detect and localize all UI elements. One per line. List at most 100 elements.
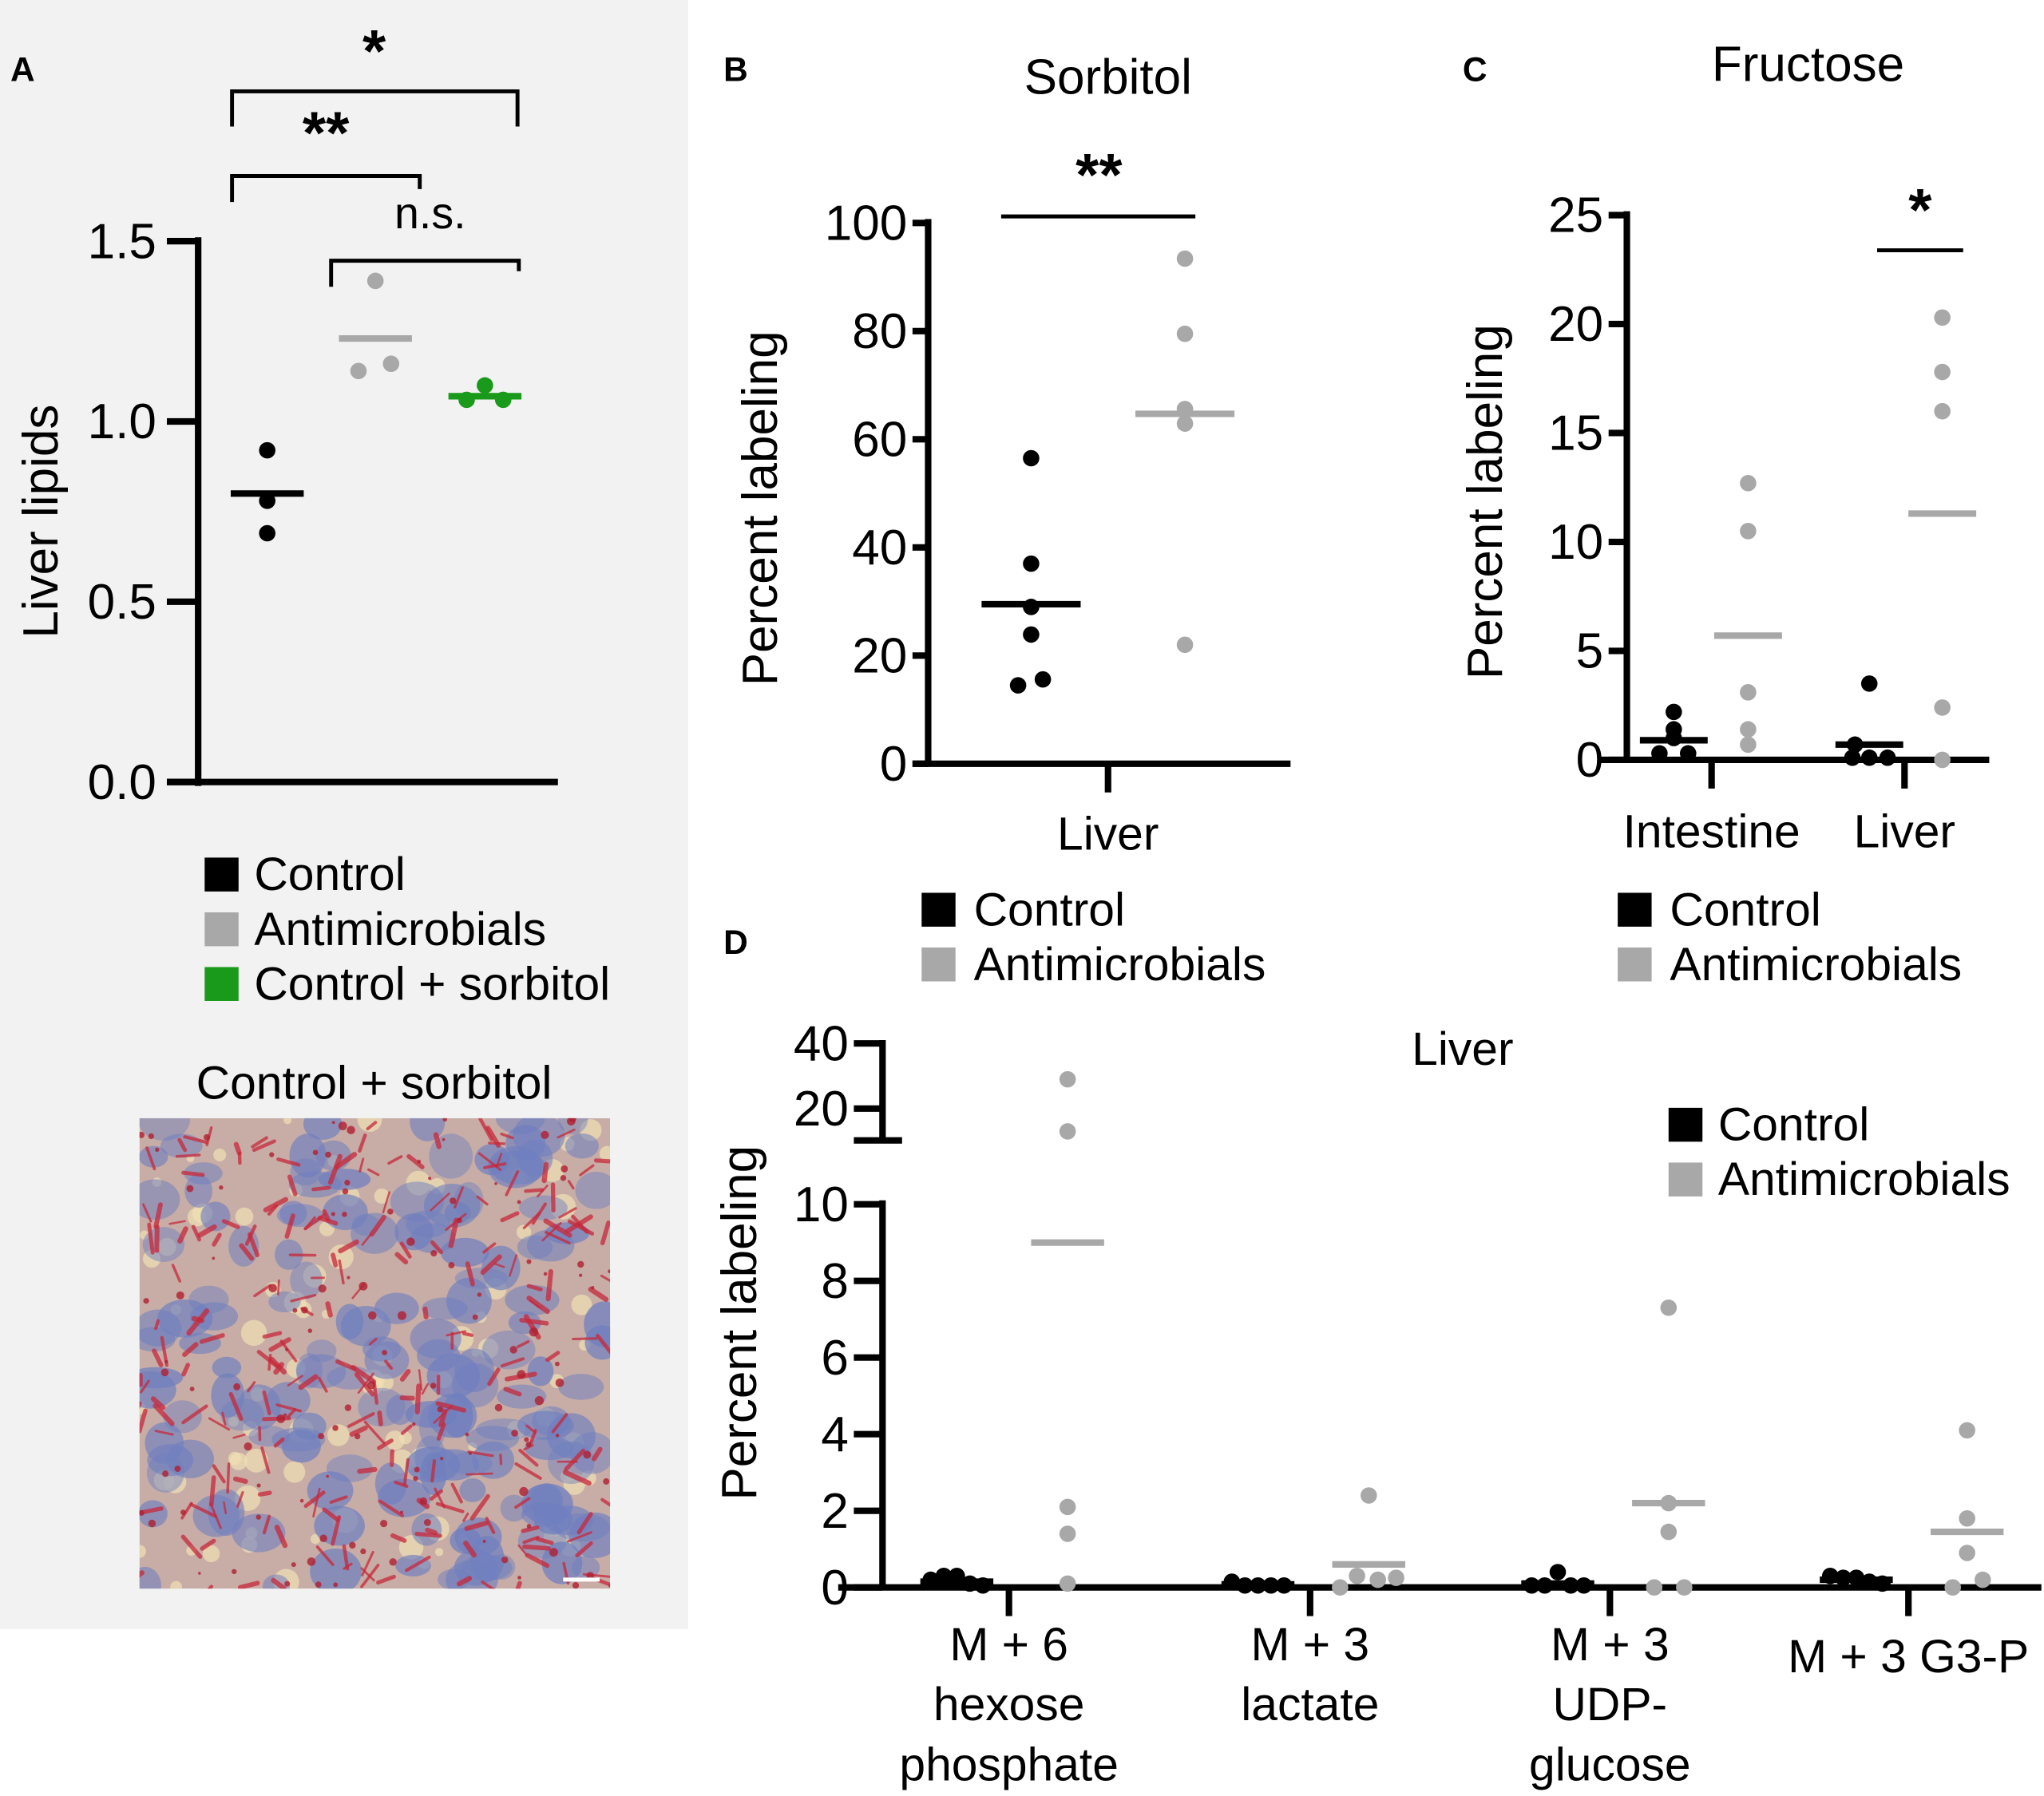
data-point-1 — [1660, 1299, 1678, 1316]
panel-label-a: A — [10, 50, 35, 88]
data-point-1 — [1059, 1498, 1076, 1516]
y-tick-label: 0.5 — [88, 575, 156, 630]
legend-label: Antimicrobials — [1718, 1153, 2010, 1205]
data-point-1 — [1934, 309, 1951, 326]
data-point-1 — [1740, 474, 1757, 492]
legend-swatch — [1618, 892, 1652, 927]
data-point-0 — [1009, 677, 1027, 694]
data-point-1 — [1176, 250, 1194, 267]
legend-swatch — [1668, 1107, 1703, 1142]
data-point-1 — [1059, 1123, 1076, 1140]
y-tick-label: 60 — [852, 413, 907, 468]
data-point-1 — [1944, 1579, 1961, 1596]
data-point-1 — [1959, 1509, 1975, 1527]
data-point-1 — [1676, 1579, 1693, 1596]
y-tick-label: 0 — [880, 737, 908, 792]
y-tick-label: 20 — [794, 1082, 849, 1137]
data-point-1 — [1934, 363, 1951, 381]
data-point-0 — [259, 441, 275, 459]
data-point-1 — [1349, 1567, 1365, 1584]
y-tick-label: 25 — [1548, 188, 1603, 243]
data-point-0 — [1023, 449, 1040, 467]
data-point-1 — [366, 272, 384, 290]
significance-label: * — [1908, 176, 1932, 243]
x-tick-label: Intestine — [1623, 805, 1800, 857]
significance-label: n.s. — [394, 188, 465, 238]
x-tick-label: glucose — [1529, 1739, 1691, 1790]
y-tick-label: 10 — [1548, 515, 1603, 570]
x-tick-label: UDP- — [1552, 1679, 1667, 1731]
data-point-1 — [1332, 1579, 1349, 1596]
data-point-1 — [1740, 523, 1757, 540]
y-axis-label: Percent labeling — [712, 1145, 767, 1501]
bracket-control-antimicrobials — [230, 174, 422, 203]
y-tick-label: 5 — [1576, 624, 1604, 679]
bracket-control-sorbitol — [230, 89, 520, 127]
data-point-1 — [1934, 402, 1951, 420]
data-point-1 — [1959, 1422, 1975, 1439]
data-point-1 — [1059, 1525, 1076, 1542]
legend-label: Control — [254, 849, 405, 900]
legend-label: Control — [974, 884, 1125, 936]
data-point-1 — [1646, 1579, 1663, 1596]
x-tick-label: M + 3 G3-P — [1788, 1631, 2029, 1683]
y-tick-label: 80 — [852, 304, 907, 359]
y-tick-label: 0 — [1576, 733, 1604, 788]
x-tick-label: M + 6 — [949, 1619, 1068, 1671]
data-point-0 — [1860, 675, 1878, 692]
data-point-1 — [1934, 699, 1951, 716]
legend-swatch — [204, 967, 239, 1001]
data-point-1 — [1059, 1575, 1076, 1592]
y-axis-label: Percent labeling — [733, 330, 788, 686]
data-point-0 — [1023, 555, 1040, 572]
data-point-0 — [1034, 671, 1052, 688]
chart-title: Liver — [1412, 1023, 1513, 1075]
y-tick-label: 6 — [821, 1331, 849, 1386]
x-tick-label: lactate — [1241, 1679, 1379, 1731]
data-point-0 — [1680, 745, 1697, 762]
data-point-1 — [1176, 636, 1194, 654]
y-tick-label: 20 — [1548, 297, 1603, 352]
data-point-1 — [1740, 736, 1757, 754]
significance-label: ** — [303, 100, 350, 167]
data-point-0 — [1023, 626, 1040, 643]
panel-label-c: C — [1463, 50, 1487, 88]
data-point-1 — [1974, 1571, 1991, 1588]
y-tick-label: 2 — [821, 1484, 849, 1539]
data-point-1 — [1369, 1571, 1386, 1588]
x-tick-label: M + 3 — [1551, 1619, 1670, 1671]
data-point-0 — [1860, 749, 1878, 766]
data-point-0 — [259, 524, 275, 542]
legend-swatch — [921, 947, 956, 982]
data-point-1 — [1959, 1545, 1975, 1561]
significance-label: ** — [1075, 141, 1123, 208]
data-point-0 — [1549, 1564, 1567, 1580]
bracket-antimicrobials-sorbitol — [329, 259, 521, 287]
legend-swatch — [204, 857, 239, 892]
panel-label-b: B — [723, 50, 748, 88]
y-tick-label: 0 — [821, 1561, 849, 1616]
y-tick-label: 40 — [794, 1016, 849, 1071]
image-title: Control + sorbitol — [196, 1057, 553, 1109]
legend-label: Antimicrobials — [1670, 939, 1962, 991]
x-tick-label: M + 3 — [1251, 1619, 1370, 1671]
legend-swatch — [1618, 947, 1652, 982]
y-axis-label: Liver lipids — [14, 405, 69, 639]
data-point-0 — [1844, 749, 1861, 766]
y-axis-label: Percent labeling — [1458, 324, 1513, 679]
panel-label-d: D — [723, 924, 748, 961]
chart-title: Sorbitol — [1024, 50, 1192, 105]
legend-swatch — [921, 892, 956, 927]
legend-label: Control — [1718, 1099, 1869, 1151]
y-tick-label: 1.5 — [88, 214, 156, 269]
legend-label: Control + sorbitol — [254, 958, 610, 1010]
legend-label: Antimicrobials — [974, 939, 1266, 991]
data-point-0 — [1879, 749, 1896, 766]
y-tick-label: 8 — [821, 1254, 849, 1309]
data-point-1 — [1740, 721, 1757, 738]
data-point-0 — [1651, 745, 1668, 762]
y-tick-label: 40 — [852, 520, 907, 576]
data-point-1 — [1660, 1523, 1678, 1541]
data-point-1 — [382, 355, 400, 373]
